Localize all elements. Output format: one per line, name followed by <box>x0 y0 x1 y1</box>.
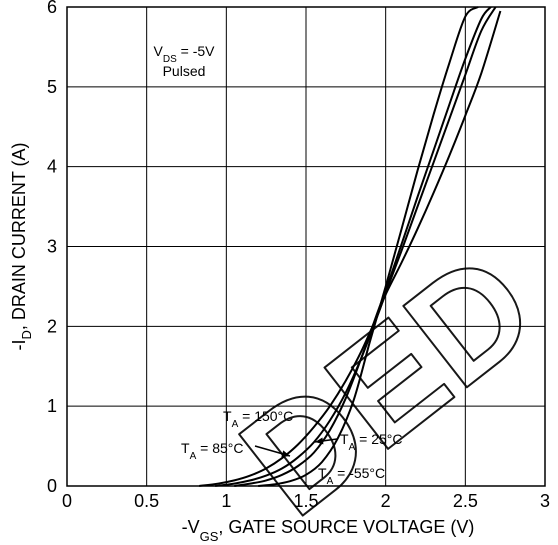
y-tick-label: 2 <box>47 316 57 336</box>
y-tick-label: 1 <box>47 396 57 416</box>
y-axis-label: -ID, DRAIN CURRENT (A) <box>9 142 34 350</box>
y-tick-label: 0 <box>47 476 57 496</box>
series-line-ta25 <box>234 6 492 487</box>
x-tick-label: 0.5 <box>134 491 159 511</box>
vds-condition-label: VDS = -5V <box>154 43 216 65</box>
y-tick-label: 3 <box>47 237 57 257</box>
series-line-ta-55 <box>258 6 479 487</box>
x-tick-label: 0 <box>62 491 72 511</box>
plot-frame <box>66 6 546 487</box>
annotation-ta150: TA = 150°C <box>223 408 293 430</box>
annotation-ta85: TA = 85°C <box>181 440 243 462</box>
x-tick-label: 2.5 <box>453 491 478 511</box>
tick-labels: 0 0.5 1 1.5 2 2.5 3 0 1 2 3 4 5 6 <box>47 0 550 511</box>
x-tick-label: 1.5 <box>293 491 318 511</box>
x-tick-label: 3 <box>540 491 550 511</box>
y-tick-label: 5 <box>47 77 57 97</box>
x-tick-label: 1 <box>221 491 231 511</box>
x-axis-label: -VGS, GATE SOURCE VOLTAGE (V) <box>182 517 475 544</box>
annotation-arrowhead <box>315 437 324 445</box>
annotation-arrowhead <box>281 450 290 458</box>
x-tick-label: 2 <box>381 491 391 511</box>
series-lines <box>199 6 502 487</box>
y-tick-label: 4 <box>47 157 57 177</box>
series-line-ta150 <box>199 10 502 487</box>
pulsed-condition-label: Pulsed <box>163 63 206 79</box>
y-tick-label: 6 <box>47 0 57 17</box>
annotation-ta-55: TA = -55°C <box>318 465 385 487</box>
annotation-ta25: TA = 25°C <box>340 431 402 453</box>
